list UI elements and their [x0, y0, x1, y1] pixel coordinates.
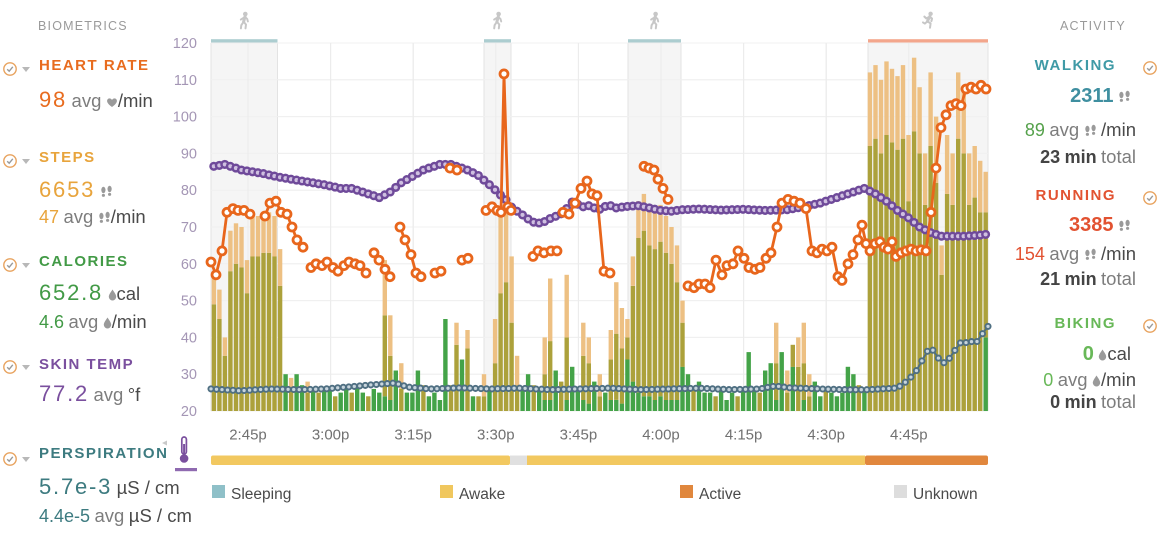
svg-text:90: 90 — [181, 146, 197, 162]
svg-text:120: 120 — [173, 36, 197, 52]
svg-text:50: 50 — [181, 294, 197, 310]
svg-text:3:00p: 3:00p — [312, 427, 350, 444]
svg-text:Awake: Awake — [459, 486, 505, 503]
svg-text:3:30p: 3:30p — [477, 427, 515, 444]
svg-text:30: 30 — [181, 367, 197, 383]
svg-text:40: 40 — [181, 330, 197, 346]
svg-text:80: 80 — [181, 183, 197, 199]
svg-text:Sleeping: Sleeping — [231, 486, 291, 503]
svg-text:Unknown: Unknown — [913, 486, 978, 503]
svg-text:Active: Active — [699, 486, 741, 503]
svg-text:110: 110 — [174, 73, 197, 89]
svg-text:60: 60 — [181, 257, 197, 273]
svg-text:4:15p: 4:15p — [725, 427, 763, 444]
svg-text:4:30p: 4:30p — [807, 427, 845, 444]
svg-text:3:45p: 3:45p — [560, 427, 598, 444]
svg-text:3:15p: 3:15p — [394, 427, 432, 444]
svg-text:2:45p: 2:45p — [229, 427, 267, 444]
svg-text:4:00p: 4:00p — [642, 427, 680, 444]
svg-text:20: 20 — [181, 404, 197, 420]
svg-text:70: 70 — [181, 220, 197, 236]
svg-text:100: 100 — [173, 110, 197, 126]
svg-text:4:45p: 4:45p — [890, 427, 928, 444]
